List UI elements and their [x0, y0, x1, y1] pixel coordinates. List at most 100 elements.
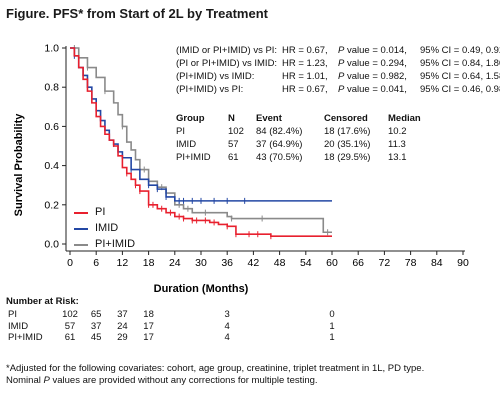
- group-table-header-cell: Event: [256, 113, 282, 124]
- group-table-cell: 84 (82.4%): [256, 126, 303, 137]
- group-table-cell: PI: [176, 126, 185, 137]
- x-tick-label: 12: [117, 257, 129, 269]
- group-table-cell: 11.3: [388, 139, 406, 150]
- figure-title: Figure. PFS* from Start of 2L by Treatme…: [6, 6, 268, 21]
- x-tick-label: 0: [67, 257, 73, 269]
- stats-pvalue-text: value = 0.294,: [346, 58, 407, 69]
- y-tick-label: 0.8: [44, 82, 59, 94]
- y-axis-label: Survival Probability: [13, 113, 25, 217]
- group-table-cell: 10.2: [388, 126, 407, 137]
- number-at-risk-table: Number at Risk: PI 102 65 37 18 3 0 IMID 57 37 24 1…: [6, 296, 335, 344]
- x-tick-label: 66: [352, 257, 364, 269]
- y-tick-label: 0.0: [44, 239, 59, 251]
- x-axis-label: Duration (Months): [154, 283, 249, 295]
- y-tick-label: 0.4: [44, 160, 59, 172]
- risk-cell: 17: [143, 320, 154, 332]
- group-table-cell: 57: [228, 139, 239, 150]
- group-table-header-cell: Group: [176, 113, 205, 124]
- x-tick-label: 24: [169, 257, 181, 269]
- footnote: *Adjusted for the following covariates: …: [6, 363, 496, 387]
- x-tick-label: 30: [195, 257, 207, 269]
- stats-hr: HR = 0.67,: [282, 84, 328, 95]
- group-table-header-cell: Median: [388, 113, 421, 124]
- group-table-header-cell: N: [228, 113, 235, 124]
- legend-label-imid: IMID: [95, 222, 119, 234]
- risk-cell: 57: [64, 320, 76, 332]
- y-tick-label: 0.6: [44, 121, 59, 133]
- x-tick-label: 54: [300, 257, 312, 269]
- risk-cell: 45: [90, 332, 102, 343]
- group-table-cell: 18 (29.5%): [324, 152, 371, 163]
- stats-pvalue: P value = 0.294,: [338, 57, 407, 70]
- footnote-line-1: *Adjusted for the following covariates: …: [6, 363, 425, 374]
- risk-row-label: IMID: [8, 320, 29, 332]
- group-table-cell: 20 (35.1%): [324, 139, 371, 150]
- x-tick-label: 18: [143, 257, 155, 269]
- legend-label-pi-imid: PI+IMID: [95, 238, 136, 250]
- chart-axes: 0 6 12 18 24 30 36 42 48 54 60 66 72 78 84 90 0.0 0.2 0.4 0…: [44, 43, 469, 270]
- stats-ci: 95% CI = 0.64, 1.58: [420, 71, 500, 82]
- risk-cell: 24: [117, 320, 128, 332]
- x-tick-label: 42: [248, 257, 260, 269]
- group-table-cell: 18 (17.6%): [324, 126, 371, 137]
- risk-row-label: PI+IMID: [8, 332, 43, 343]
- x-tick-label: 90: [457, 257, 469, 269]
- x-tick-label: 72: [379, 257, 391, 269]
- footnote-p-italic: P: [43, 375, 50, 386]
- chart-curves: [70, 45, 332, 240]
- stats-pvalue: P value = 0.014,: [338, 44, 407, 57]
- footnote-line-2-prefix: Nominal: [6, 375, 44, 386]
- risk-cell: 65: [90, 309, 102, 320]
- stats-comparison: (PI or PI+IMID) vs IMID:: [176, 58, 278, 69]
- risk-row: PI 102 65 37 18 3 0: [6, 309, 335, 321]
- risk-cell: 4: [224, 320, 230, 332]
- risk-cell: 1: [329, 320, 335, 332]
- stats-p-italic: P: [338, 71, 345, 82]
- risk-cell: 37: [90, 320, 102, 332]
- stats-pvalue-text: value = 0.982,: [346, 71, 407, 82]
- group-table-cell: IMID: [176, 139, 197, 150]
- stats-comparison: (PI+IMID) vs IMID:: [176, 71, 255, 82]
- risk-row: PI+IMID 61 45 29 17 4 1: [6, 332, 335, 344]
- stats-p-italic: P: [338, 84, 345, 95]
- stats-hr: HR = 1.23,: [282, 58, 328, 69]
- risk-row: IMID 57 37 24 17 4 1: [6, 320, 335, 333]
- risk-table-rows: PI 102 65 37 18 3 0 IMID 57 37 24 17 4 1 PI+IMID 61 45 29…: [6, 309, 335, 344]
- risk-cell: 18: [143, 309, 154, 320]
- group-table-cell: PI+IMID: [176, 152, 211, 163]
- stats-p-italic: P: [338, 45, 345, 56]
- stats-ci: 95% CI = 0.46, 0.98: [420, 84, 500, 95]
- risk-cell: 3: [224, 309, 230, 320]
- stats-pvalue: P value = 0.041,: [338, 83, 407, 96]
- group-table-cell: 102: [228, 126, 244, 137]
- x-tick-label: 6: [93, 257, 99, 269]
- x-tick-label: 60: [326, 257, 338, 269]
- legend-swatch-imid: [74, 228, 88, 230]
- risk-cell: 102: [62, 309, 78, 320]
- stats-hr: HR = 1.01,: [282, 71, 328, 82]
- group-table-header-cell: Censored: [324, 113, 368, 124]
- y-tick-label: 1.0: [44, 43, 59, 55]
- risk-cell: 0: [329, 309, 335, 320]
- risk-table-title: Number at Risk:: [6, 296, 79, 307]
- stats-comparison: (IMID or PI+IMID) vs PI:: [176, 45, 278, 56]
- footnote-line-2-suffix: values are provided without any correcti…: [49, 375, 318, 386]
- risk-cell: 17: [143, 332, 154, 343]
- group-table-cell: 43 (70.5%): [256, 152, 303, 163]
- risk-cell: 29: [117, 332, 128, 343]
- legend-label-pi: PI: [95, 206, 106, 218]
- x-tick-label: 84: [431, 257, 443, 269]
- risk-cell: 1: [329, 332, 335, 343]
- stats-pvalue-text: value = 0.014,: [346, 45, 407, 56]
- stats-pvalue: P value = 0.982,: [338, 70, 407, 83]
- stats-p-italic: P: [338, 58, 345, 69]
- stats-pvalue-text: value = 0.041,: [346, 84, 407, 95]
- x-tick-label: 36: [221, 257, 233, 269]
- stats-ci: 95% CI = 0.84, 1.80: [420, 58, 500, 69]
- risk-cell: 61: [64, 332, 76, 343]
- group-table-cell: 37 (64.9%): [256, 139, 303, 150]
- risk-row-label: PI: [8, 309, 17, 320]
- y-tick-label: 0.2: [44, 199, 59, 211]
- footnote-line-2: Nominal P values are provided without an…: [6, 375, 496, 387]
- risk-cell: 37: [117, 309, 128, 320]
